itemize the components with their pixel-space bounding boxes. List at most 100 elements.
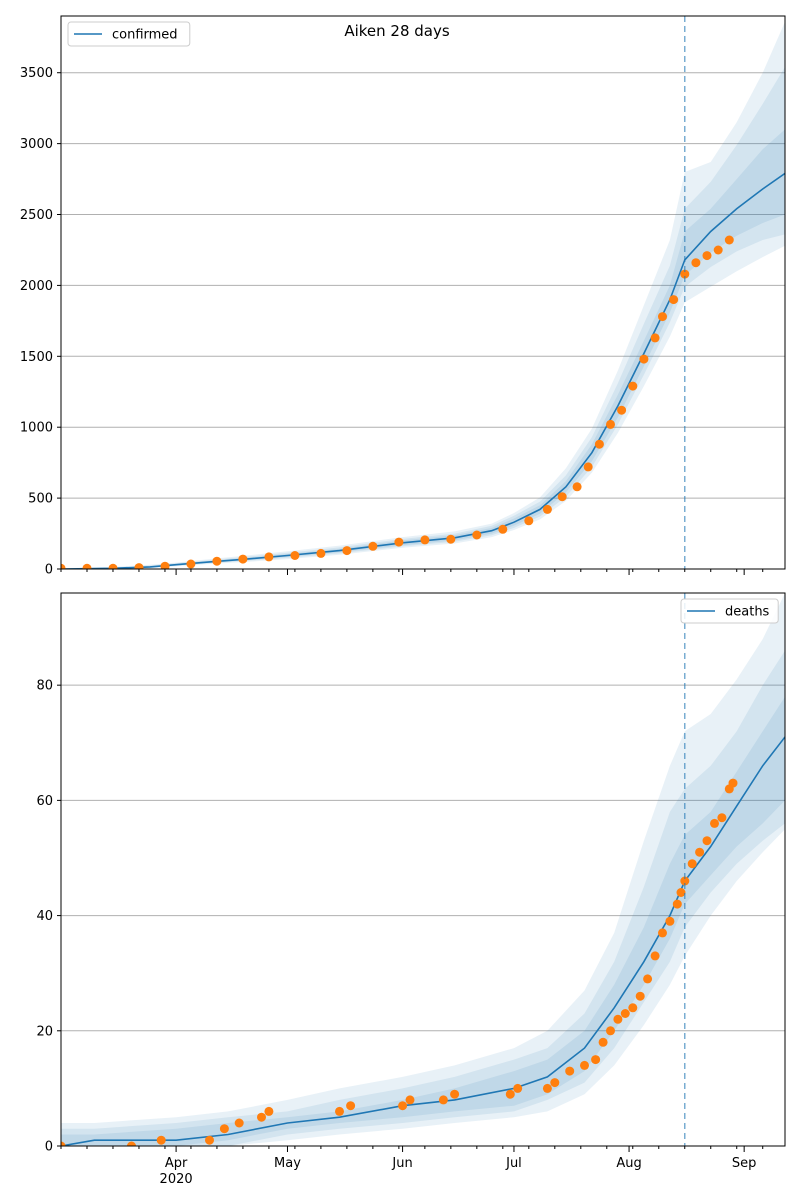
observed-point: [212, 556, 222, 566]
x-tick-label: Aug: [616, 1156, 641, 1171]
observed-point: [650, 333, 660, 343]
observed-point: [598, 1037, 608, 1047]
x-tick-label: Sep: [732, 1156, 757, 1171]
observed-point: [257, 1112, 266, 1122]
y-tick-label: 500: [28, 492, 53, 507]
observed-point: [438, 1095, 448, 1105]
axes-frame: [60, 592, 786, 1147]
observed-point: [606, 419, 615, 429]
observed-point: [542, 1083, 552, 1093]
observed-point: [61, 563, 66, 569]
uncertainty-band-3: [61, 696, 785, 1146]
observed-point: [335, 1106, 344, 1116]
observed-point: [61, 1141, 66, 1146]
plot-area: [61, 593, 785, 1146]
observed-point: [702, 251, 712, 261]
observed-point: [691, 258, 701, 268]
observed-point: [594, 439, 604, 449]
y-tick-label: 0: [45, 1140, 53, 1155]
confirmed-model-line: [61, 172, 785, 569]
observed-point: [687, 859, 697, 869]
observed-point: [238, 554, 248, 564]
observed-point: [234, 1118, 244, 1128]
observed-point: [710, 818, 719, 828]
observed-point: [717, 813, 727, 823]
observed-point: [156, 1135, 166, 1145]
confirmed-chart: 0 500 1000 1500 2000 2500 3000 3500 confirmed: [20, 15, 786, 578]
observed-point: [650, 951, 660, 961]
observed-point: [542, 504, 552, 514]
observed-point: [264, 1106, 274, 1116]
observed-point: [394, 537, 404, 547]
x-tick-label: Jul: [505, 1156, 522, 1171]
observed-point: [565, 1066, 575, 1076]
observed-point: [620, 1009, 630, 1018]
observed-point: [580, 1060, 589, 1070]
y-tick-label: 60: [36, 794, 53, 809]
uncertainty-band-3: [61, 129, 785, 569]
observed-point: [368, 541, 378, 551]
legend-box: [67, 21, 191, 47]
observed-point: [160, 561, 170, 569]
observed-point: [643, 974, 653, 984]
observed-point: [639, 354, 649, 364]
observed-point: [665, 916, 675, 926]
observed-point: [82, 563, 92, 569]
plot-area: [61, 21, 785, 569]
observed-point: [290, 551, 300, 560]
observed-point: [658, 312, 667, 322]
observed-point: [724, 235, 734, 245]
observed-point: [591, 1055, 601, 1065]
observed-point: [702, 836, 712, 846]
observed-point: [446, 534, 456, 544]
y-tick-label: 3000: [20, 137, 53, 152]
observed-point: [658, 928, 667, 938]
observed-point: [606, 1026, 615, 1036]
observed-point: [346, 1101, 356, 1111]
legend-box: [680, 598, 779, 624]
figure-title: Aiken 28 days: [344, 22, 450, 40]
observed-point: [550, 1078, 560, 1088]
legend-label: deaths: [725, 605, 770, 620]
observed-point: [316, 548, 326, 558]
x-tick-label: Apr: [165, 1156, 188, 1171]
legend-label: confirmed: [112, 28, 178, 43]
observed-point: [583, 462, 593, 472]
observed-point: [513, 1083, 523, 1093]
observed-point: [186, 559, 196, 569]
deaths-model-line: [61, 736, 785, 1146]
observed-point: [405, 1095, 415, 1105]
observed-point: [398, 1101, 408, 1111]
observed-point: [505, 1089, 515, 1099]
observed-point: [695, 847, 705, 857]
y-tick-label: 0: [45, 563, 53, 578]
y-tick-label: 20: [36, 1024, 53, 1039]
observed-point: [628, 381, 638, 391]
observed-point: [450, 1089, 460, 1099]
observed-point: [108, 563, 118, 569]
x-tick-label: May: [274, 1156, 301, 1171]
y-tick-label: 1500: [20, 350, 53, 365]
observed-point: [680, 269, 690, 279]
y-tick-label: 1000: [20, 421, 53, 436]
observed-point: [613, 1014, 623, 1024]
axes-frame: [60, 15, 786, 570]
observed-point: [524, 516, 534, 526]
y-tick-label: 3500: [20, 66, 53, 81]
observed-point: [498, 524, 508, 534]
observed-point: [127, 1141, 136, 1146]
observed-point: [669, 295, 679, 305]
observed-point: [728, 778, 738, 788]
y-tick-label: 80: [36, 679, 53, 694]
observed-point: [635, 991, 645, 1001]
x-tick-label: Jun: [391, 1156, 412, 1171]
observed-point: [676, 888, 686, 897]
y-tick-label: 2500: [20, 208, 53, 223]
observed-point: [572, 482, 582, 492]
observed-point: [713, 245, 723, 255]
observed-point: [617, 405, 627, 415]
x-tick-sublabel: 2020: [160, 1172, 193, 1187]
uncertainty-band-2: [61, 67, 785, 569]
observed-point: [472, 530, 482, 540]
